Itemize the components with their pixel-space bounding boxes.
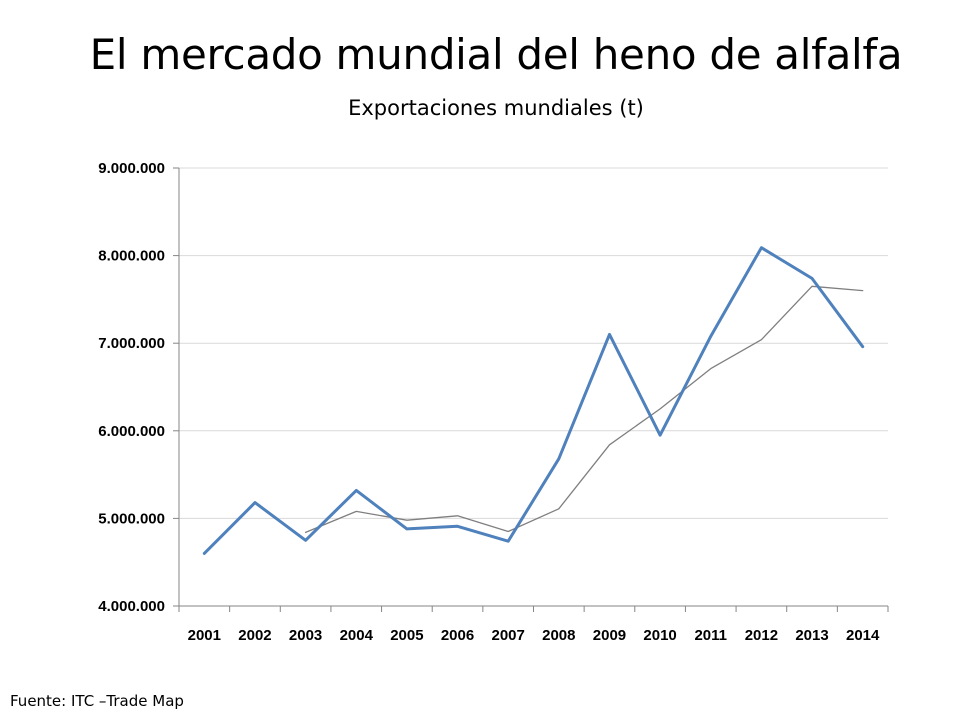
y-tick-label: 7.000.000 bbox=[98, 335, 165, 352]
x-tick-label: 2013 bbox=[795, 627, 828, 644]
y-tick-label: 8.000.000 bbox=[98, 248, 165, 265]
chart-subtitle: Exportaciones mundiales (t) bbox=[348, 96, 644, 120]
y-tick-label: 4.000.000 bbox=[98, 598, 165, 615]
y-tick-label: 5.000.000 bbox=[98, 510, 165, 527]
axes bbox=[173, 167, 889, 612]
gridlines bbox=[179, 167, 888, 519]
series-line-2 bbox=[304, 285, 864, 534]
x-tick-label: 2014 bbox=[846, 627, 880, 644]
x-tick-label: 2003 bbox=[289, 627, 322, 644]
x-tick-label: 2004 bbox=[340, 627, 374, 644]
x-tick-label: 2012 bbox=[745, 627, 778, 644]
slide-title: El mercado mundial del heno de alfalfa bbox=[89, 30, 903, 79]
y-tick-label: 6.000.000 bbox=[98, 423, 165, 440]
x-tick-label: 2005 bbox=[390, 627, 423, 644]
y-axis-tick-labels: 4.000.000 5.000.000 6.000.000 7.000.000 8.00… bbox=[98, 160, 165, 615]
x-tick-label: 2007 bbox=[491, 627, 524, 644]
y-tick-label: 9.000.000 bbox=[98, 160, 165, 177]
x-tick-label: 2011 bbox=[694, 627, 727, 644]
x-tick-label: 2008 bbox=[542, 627, 575, 644]
x-tick-label: 2001 bbox=[188, 627, 221, 644]
x-tick-label: 2002 bbox=[238, 627, 271, 644]
x-tick-label: 2010 bbox=[643, 627, 676, 644]
series-lines bbox=[202, 246, 865, 555]
source-note: Fuente: ITC –Trade Map bbox=[10, 692, 184, 710]
x-tick-label: 2006 bbox=[441, 627, 474, 644]
x-tick-label: 2009 bbox=[593, 627, 626, 644]
line-chart: 4.000.000 5.000.000 6.000.000 7.000.000 8.00… bbox=[98, 160, 889, 644]
series-line-1 bbox=[202, 246, 865, 555]
x-axis-tick-labels: 2001 2002 2003 2004 2005 2006 2007 2008 2009 2010… bbox=[188, 627, 880, 644]
